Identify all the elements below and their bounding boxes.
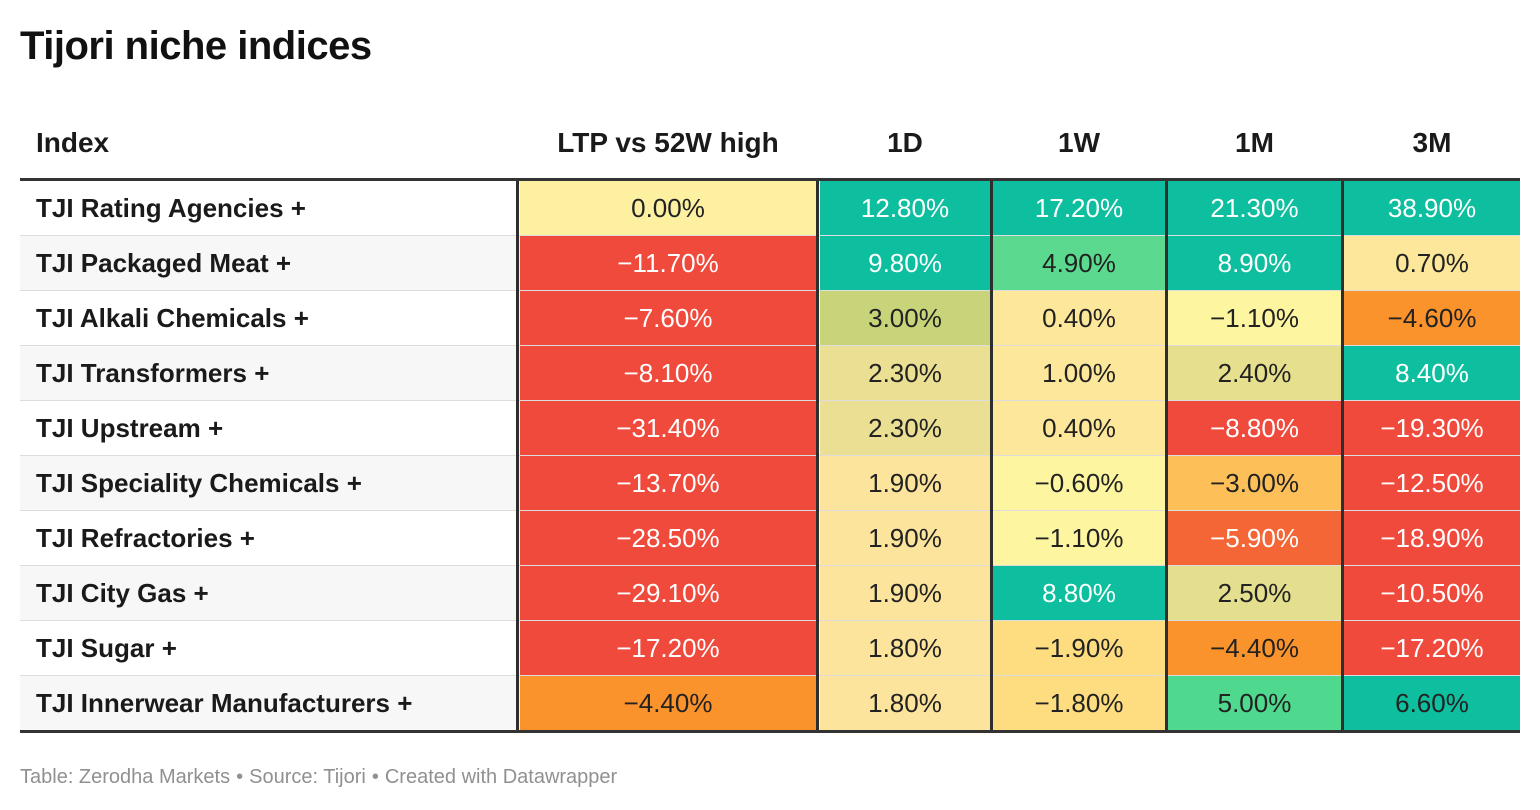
cell-3m: −4.60% (1344, 291, 1520, 345)
cell-1w: −1.80% (993, 676, 1165, 730)
table-row: TJI Refractories + −28.50% 1.90% −1.10% −5.9… (20, 511, 1520, 566)
cell-3m: −10.50% (1344, 566, 1520, 620)
column-header-ltp-vs-52w-high[interactable]: LTP vs 52W high (557, 127, 779, 158)
column-header-1m[interactable]: 1M (1235, 127, 1274, 158)
column-separator (1165, 181, 1168, 730)
cell-ltp-vs-52w-high: −8.10% (520, 346, 816, 400)
cell-1m: −3.00% (1168, 456, 1341, 510)
table-row: TJI City Gas + −29.10% 1.90% 8.80% 2.50% −10.… (20, 566, 1520, 621)
footer-table-credit: Table: Zerodha Markets (20, 766, 231, 788)
column-header-3m[interactable]: 3M (1412, 127, 1452, 158)
column-header-1w[interactable]: 1W (1058, 127, 1100, 158)
table-row: TJI Innerwear Manufacturers + −4.40% 1.80%… (20, 676, 1520, 730)
cell-1w: 0.40% (993, 401, 1165, 455)
cell-ltp-vs-52w-high: −13.70% (520, 456, 816, 510)
row-label: TJI Alkali Chemicals + (36, 303, 309, 333)
cell-ltp-vs-52w-high: 0.00% (520, 181, 816, 235)
cell-1m: −8.80% (1168, 401, 1341, 455)
row-label: TJI City Gas + (36, 578, 209, 608)
cell-1m: 2.40% (1168, 346, 1341, 400)
cell-3m: −17.20% (1344, 621, 1520, 675)
cell-1d: 1.90% (820, 566, 990, 620)
table-body: TJI Rating Agencies + 0.00% 12.80% 17.20% 21… (20, 181, 1520, 733)
row-label: TJI Transformers + (36, 358, 270, 388)
cell-1w: 17.20% (993, 181, 1165, 235)
cell-1w: 8.80% (993, 566, 1165, 620)
table-row: TJI Sugar + −17.20% 1.80% −1.90% −4.40% −17.2… (20, 621, 1520, 676)
cell-3m: −19.30% (1344, 401, 1520, 455)
cell-ltp-vs-52w-high: −17.20% (520, 621, 816, 675)
table-row: TJI Rating Agencies + 0.00% 12.80% 17.20% 21… (20, 181, 1520, 236)
cell-ltp-vs-52w-high: −7.60% (520, 291, 816, 345)
cell-1w: −1.90% (993, 621, 1165, 675)
cell-1d: 9.80% (820, 236, 990, 290)
cell-1w: 0.40% (993, 291, 1165, 345)
cell-3m: −18.90% (1344, 511, 1520, 565)
cell-3m: −12.50% (1344, 456, 1520, 510)
cell-1d: 1.90% (820, 456, 990, 510)
cell-ltp-vs-52w-high: −29.10% (520, 566, 816, 620)
footer-separator-1: • (236, 766, 244, 788)
cell-1d: 1.80% (820, 621, 990, 675)
row-label: TJI Upstream + (36, 413, 224, 443)
cell-1m: −4.40% (1168, 621, 1341, 675)
column-separator (816, 181, 819, 730)
cell-1m: 21.30% (1168, 181, 1341, 235)
row-label: TJI Speciality Chemicals + (36, 468, 362, 498)
cell-ltp-vs-52w-high: −31.40% (520, 401, 816, 455)
row-label: TJI Packaged Meat + (36, 248, 292, 278)
cell-1d: 2.30% (820, 401, 990, 455)
row-label: TJI Rating Agencies + (36, 193, 306, 223)
cell-1d: 3.00% (820, 291, 990, 345)
table-row: TJI Packaged Meat + −11.70% 9.80% 4.90% 8.90… (20, 236, 1520, 291)
cell-3m: 0.70% (1344, 236, 1520, 290)
footer-separator-2: • (371, 766, 379, 788)
cell-1m: −1.10% (1168, 291, 1341, 345)
row-label: TJI Innerwear Manufacturers + (36, 688, 413, 718)
cell-1m: 2.50% (1168, 566, 1341, 620)
cell-1m: −5.90% (1168, 511, 1341, 565)
table-row: TJI Transformers + −8.10% 2.30% 1.00% 2.40% 8… (20, 346, 1520, 401)
table-row: TJI Speciality Chemicals + −13.70% 1.90% −0… (20, 456, 1520, 511)
footer-source: Source: Tijori (249, 766, 366, 788)
cell-1w: 1.00% (993, 346, 1165, 400)
cell-1d: 2.30% (820, 346, 990, 400)
cell-1d: 1.90% (820, 511, 990, 565)
cell-1d: 1.80% (820, 676, 990, 730)
chart-footer: Table: Zerodha Markets • Source: Tijori • Cr… (20, 764, 617, 790)
cell-3m: 8.40% (1344, 346, 1520, 400)
cell-ltp-vs-52w-high: −11.70% (520, 236, 816, 290)
table-row: TJI Alkali Chemicals + −7.60% 3.00% 0.40% −1… (20, 291, 1520, 346)
column-header-1d[interactable]: 1D (887, 127, 923, 158)
footer-created-with: Created with Datawrapper (384, 766, 618, 788)
cell-1m: 5.00% (1168, 676, 1341, 730)
column-separator (1341, 181, 1344, 730)
cell-1w: −1.10% (993, 511, 1165, 565)
table-header-row: Index LTP vs 52W high 1D 1W 1M 3M (20, 108, 1520, 181)
cell-ltp-vs-52w-high: −4.40% (520, 676, 816, 730)
table-row: TJI Upstream + −31.40% 2.30% 0.40% −8.80% −19… (20, 401, 1520, 456)
cell-1w: −0.60% (993, 456, 1165, 510)
cell-1w: 4.90% (993, 236, 1165, 290)
cell-1m: 8.90% (1168, 236, 1341, 290)
row-label: TJI Refractories + (36, 523, 255, 553)
column-header-index[interactable]: Index (36, 127, 110, 158)
row-label: TJI Sugar + (36, 633, 177, 663)
cell-3m: 6.60% (1344, 676, 1520, 730)
cell-1d: 12.80% (820, 181, 990, 235)
cell-ltp-vs-52w-high: −28.50% (520, 511, 816, 565)
chart-title: Tijori niche indices (20, 24, 372, 68)
cell-3m: 38.90% (1344, 181, 1520, 235)
indices-table: Index LTP vs 52W high 1D 1W 1M 3M TJI Rating … (20, 108, 1520, 733)
column-separator (516, 181, 519, 730)
column-separator (990, 181, 993, 730)
